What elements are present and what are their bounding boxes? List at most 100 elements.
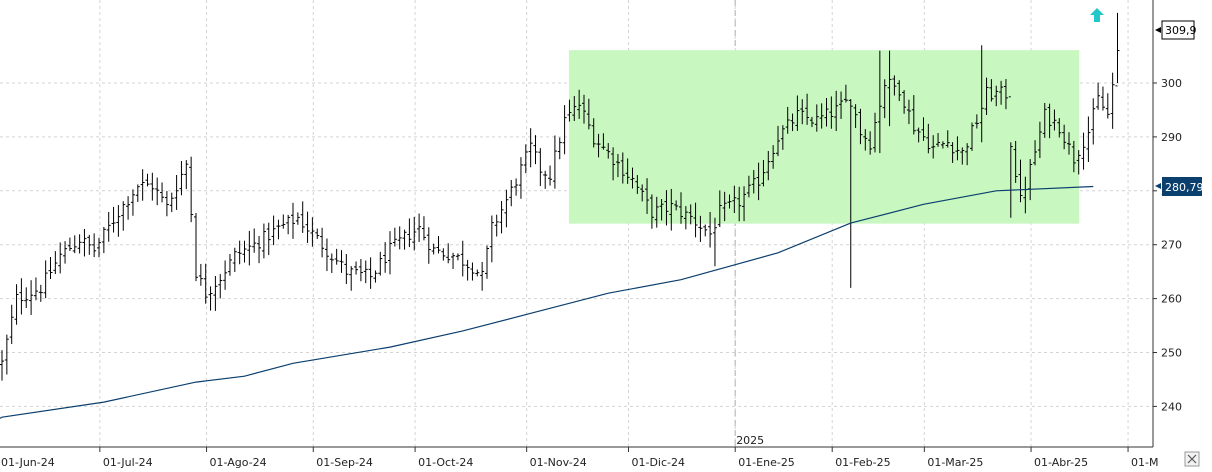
ma-value-label: 280,79	[1165, 181, 1204, 194]
y-tick-label: 300	[1161, 77, 1182, 90]
ohlc-bar	[936, 133, 941, 147]
ohlc-bar	[703, 224, 708, 237]
ohlc-bar	[344, 254, 349, 285]
ohlc-bar	[446, 243, 451, 264]
ohlc-bar	[620, 152, 625, 184]
ohlc-bar	[383, 242, 388, 273]
ohlc-bar	[213, 275, 218, 311]
x-tick-label: 01-M	[1131, 456, 1158, 469]
ohlc-bar	[688, 204, 693, 225]
ohlc-bar	[596, 133, 601, 158]
ohlc-bar	[509, 179, 514, 207]
ohlc-bar	[776, 125, 780, 157]
ohlc-bar	[63, 241, 68, 264]
y-tick-label: 260	[1161, 293, 1182, 306]
ohlc-bar	[412, 216, 417, 251]
ohlc-bar	[247, 230, 252, 266]
ohlc-bar	[800, 99, 805, 125]
ohlc-bar	[499, 201, 504, 234]
ohlc-bar	[824, 98, 829, 127]
ohlc-bar	[615, 153, 620, 178]
ohlc-bar	[1047, 103, 1052, 139]
ohlc-bar	[557, 137, 562, 160]
ohlc-bar	[611, 147, 616, 181]
ohlc-bar	[1110, 72, 1115, 129]
ohlc-bar	[601, 133, 606, 150]
ohlc-bar	[877, 50, 882, 154]
ohlc-bar	[843, 84, 848, 103]
ohlc-bars	[0, 12, 1120, 381]
ohlc-bar	[606, 143, 611, 159]
ohlc-bar	[184, 160, 189, 190]
ohlc-bar	[586, 98, 591, 130]
ohlc-bar	[979, 45, 984, 143]
ohlc-bar	[111, 206, 116, 233]
ohlc-bar	[106, 211, 111, 242]
ohlc-bar	[679, 192, 683, 224]
ohlc-bar	[38, 284, 43, 302]
ma-value-marker: 280,79	[1155, 177, 1204, 196]
ohlc-bar	[451, 252, 456, 269]
ohlc-bar	[795, 95, 800, 131]
ohlc-bar	[320, 227, 325, 258]
x-tick-label: 01-Ene-25	[738, 456, 795, 469]
moving-average-line	[0, 185, 1094, 419]
ohlc-bar	[237, 240, 242, 265]
ohlc-bar	[121, 201, 126, 231]
ohlc-bar	[489, 215, 494, 263]
ohlc-bar	[868, 131, 873, 155]
ohlc-bar	[286, 214, 291, 235]
ohlc-bar	[780, 125, 785, 150]
ohlc-bar	[635, 175, 640, 194]
ohlc-bar	[523, 144, 528, 174]
ohlc-bar	[1086, 116, 1091, 162]
ohlc-bar	[916, 127, 921, 143]
alert-arrow-icon[interactable]	[1090, 8, 1104, 22]
ohlc-bar	[693, 202, 698, 238]
ohlc-bar	[902, 90, 907, 114]
ohlc-bar	[339, 250, 344, 273]
ohlc-bar	[785, 106, 790, 134]
ohlc-bar	[300, 201, 305, 233]
ohlc-bar	[1057, 118, 1062, 138]
ohlc-bar	[1037, 121, 1042, 159]
ohlc-bar	[0, 350, 4, 381]
ohlc-bar	[266, 222, 271, 256]
ohlc-bar	[150, 172, 155, 201]
x-tick-label: 01-Jun-24	[1, 456, 55, 469]
chart-settings-icon[interactable]	[1184, 451, 1200, 467]
ohlc-bar	[145, 173, 150, 187]
year-label: 2025	[736, 434, 764, 447]
ohlc-bar	[717, 190, 722, 228]
ohlc-bar	[334, 248, 339, 265]
ohlc-bar	[363, 260, 368, 284]
ohlc-bar	[227, 253, 232, 276]
ohlc-bar	[732, 185, 737, 214]
ohlc-bar	[14, 284, 19, 325]
ohlc-bar	[567, 99, 572, 122]
ohlc-bar	[242, 240, 247, 263]
ohlc-bar	[198, 263, 203, 286]
y-tick-label: 250	[1161, 347, 1182, 360]
ohlc-bar	[1013, 140, 1018, 183]
ohlc-bar	[562, 105, 567, 155]
ohlc-bar	[1100, 86, 1105, 111]
ohlc-bar	[179, 161, 184, 196]
ohlc-bar	[552, 135, 557, 189]
ohlc-bar	[538, 148, 543, 187]
ohlc-bar	[407, 218, 412, 248]
ohlc-bar	[189, 156, 194, 223]
ohlc-bar	[29, 280, 34, 315]
ohlc-bar	[625, 158, 630, 184]
x-tick-label: 01-Dic-24	[632, 456, 686, 469]
ohlc-bar	[203, 263, 208, 304]
ohlc-bar	[174, 175, 179, 210]
ohlc-bar	[223, 260, 228, 290]
ohlc-bar	[1042, 102, 1047, 138]
ohlc-bar	[514, 178, 519, 196]
ohlc-bar	[533, 135, 538, 165]
ohlc-bar	[58, 242, 63, 274]
ohlc-bar	[48, 257, 53, 280]
ohlc-bar	[354, 261, 359, 275]
ohlc-bar	[169, 192, 174, 213]
